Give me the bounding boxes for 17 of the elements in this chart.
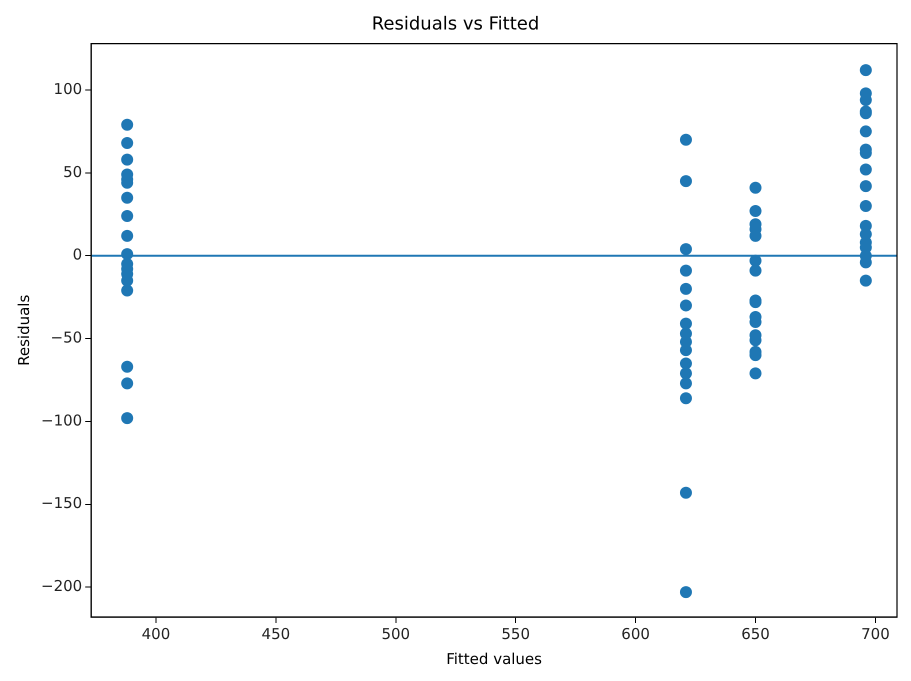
x-axis-title: Fitted values	[446, 650, 542, 668]
y-tick-label: −100	[40, 411, 82, 430]
y-tick-label: 0	[72, 246, 82, 264]
y-tick-label: 50	[63, 162, 82, 181]
y-tick-label: −50	[50, 328, 82, 346]
y-axis-title: Residuals	[14, 294, 33, 366]
x-tick-label: 600	[621, 624, 650, 643]
x-tick-label: 400	[142, 624, 170, 643]
y-tick-label: 100	[54, 80, 82, 98]
x-tick-label: 700	[861, 624, 890, 643]
y-tick-label: −150	[40, 494, 82, 512]
chart-title: Residuals vs Fitted	[372, 13, 540, 34]
x-tick-label: 450	[262, 624, 290, 643]
y-tick-label: −200	[40, 577, 82, 596]
x-tick-label: 650	[741, 624, 770, 643]
x-tick-label: 550	[501, 624, 530, 643]
x-tick-label: 500	[381, 624, 410, 643]
